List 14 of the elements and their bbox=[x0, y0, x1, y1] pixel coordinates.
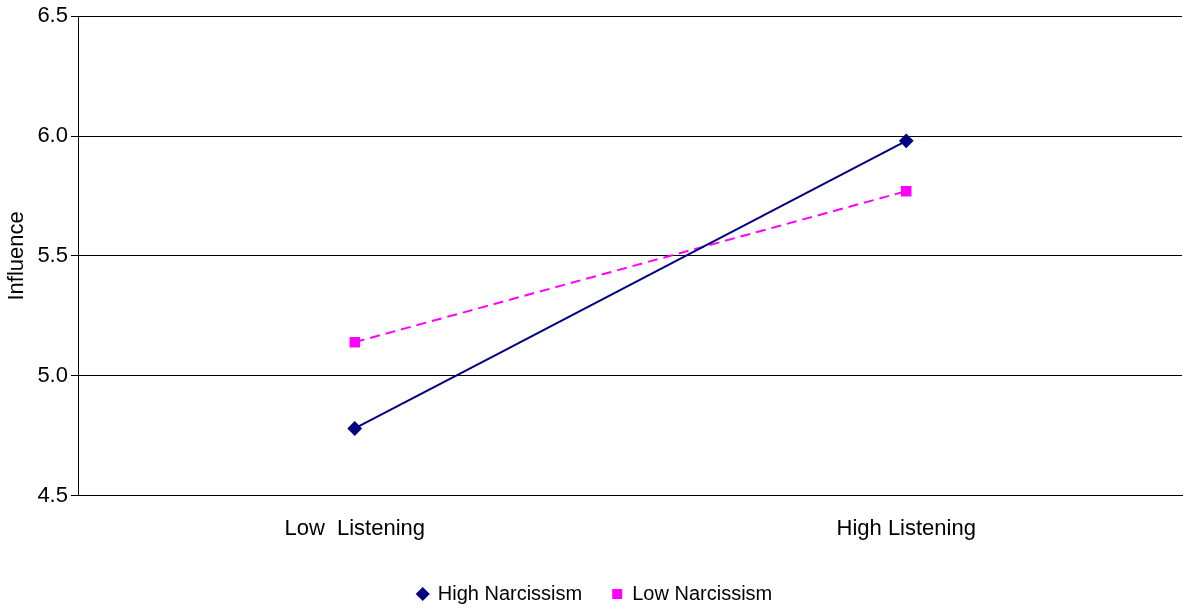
y-tick-label: 6.0 bbox=[37, 122, 68, 148]
point bbox=[349, 336, 360, 348]
y-tick-label: 5.0 bbox=[37, 361, 68, 387]
y-tick-label: 5.5 bbox=[37, 241, 68, 267]
y-tick-label: 6.5 bbox=[37, 2, 68, 28]
legend-label: High Narcissism bbox=[437, 581, 583, 604]
x-tick-label: Low Listening bbox=[284, 514, 426, 540]
y-tick-label: 4.5 bbox=[37, 481, 68, 507]
x-tick-label: High Listening bbox=[836, 514, 976, 540]
point bbox=[899, 133, 914, 148]
y-axis-title: Influence bbox=[3, 211, 29, 301]
legend-label: Low Narcissism bbox=[632, 581, 773, 604]
point bbox=[901, 185, 912, 197]
point bbox=[347, 421, 362, 436]
